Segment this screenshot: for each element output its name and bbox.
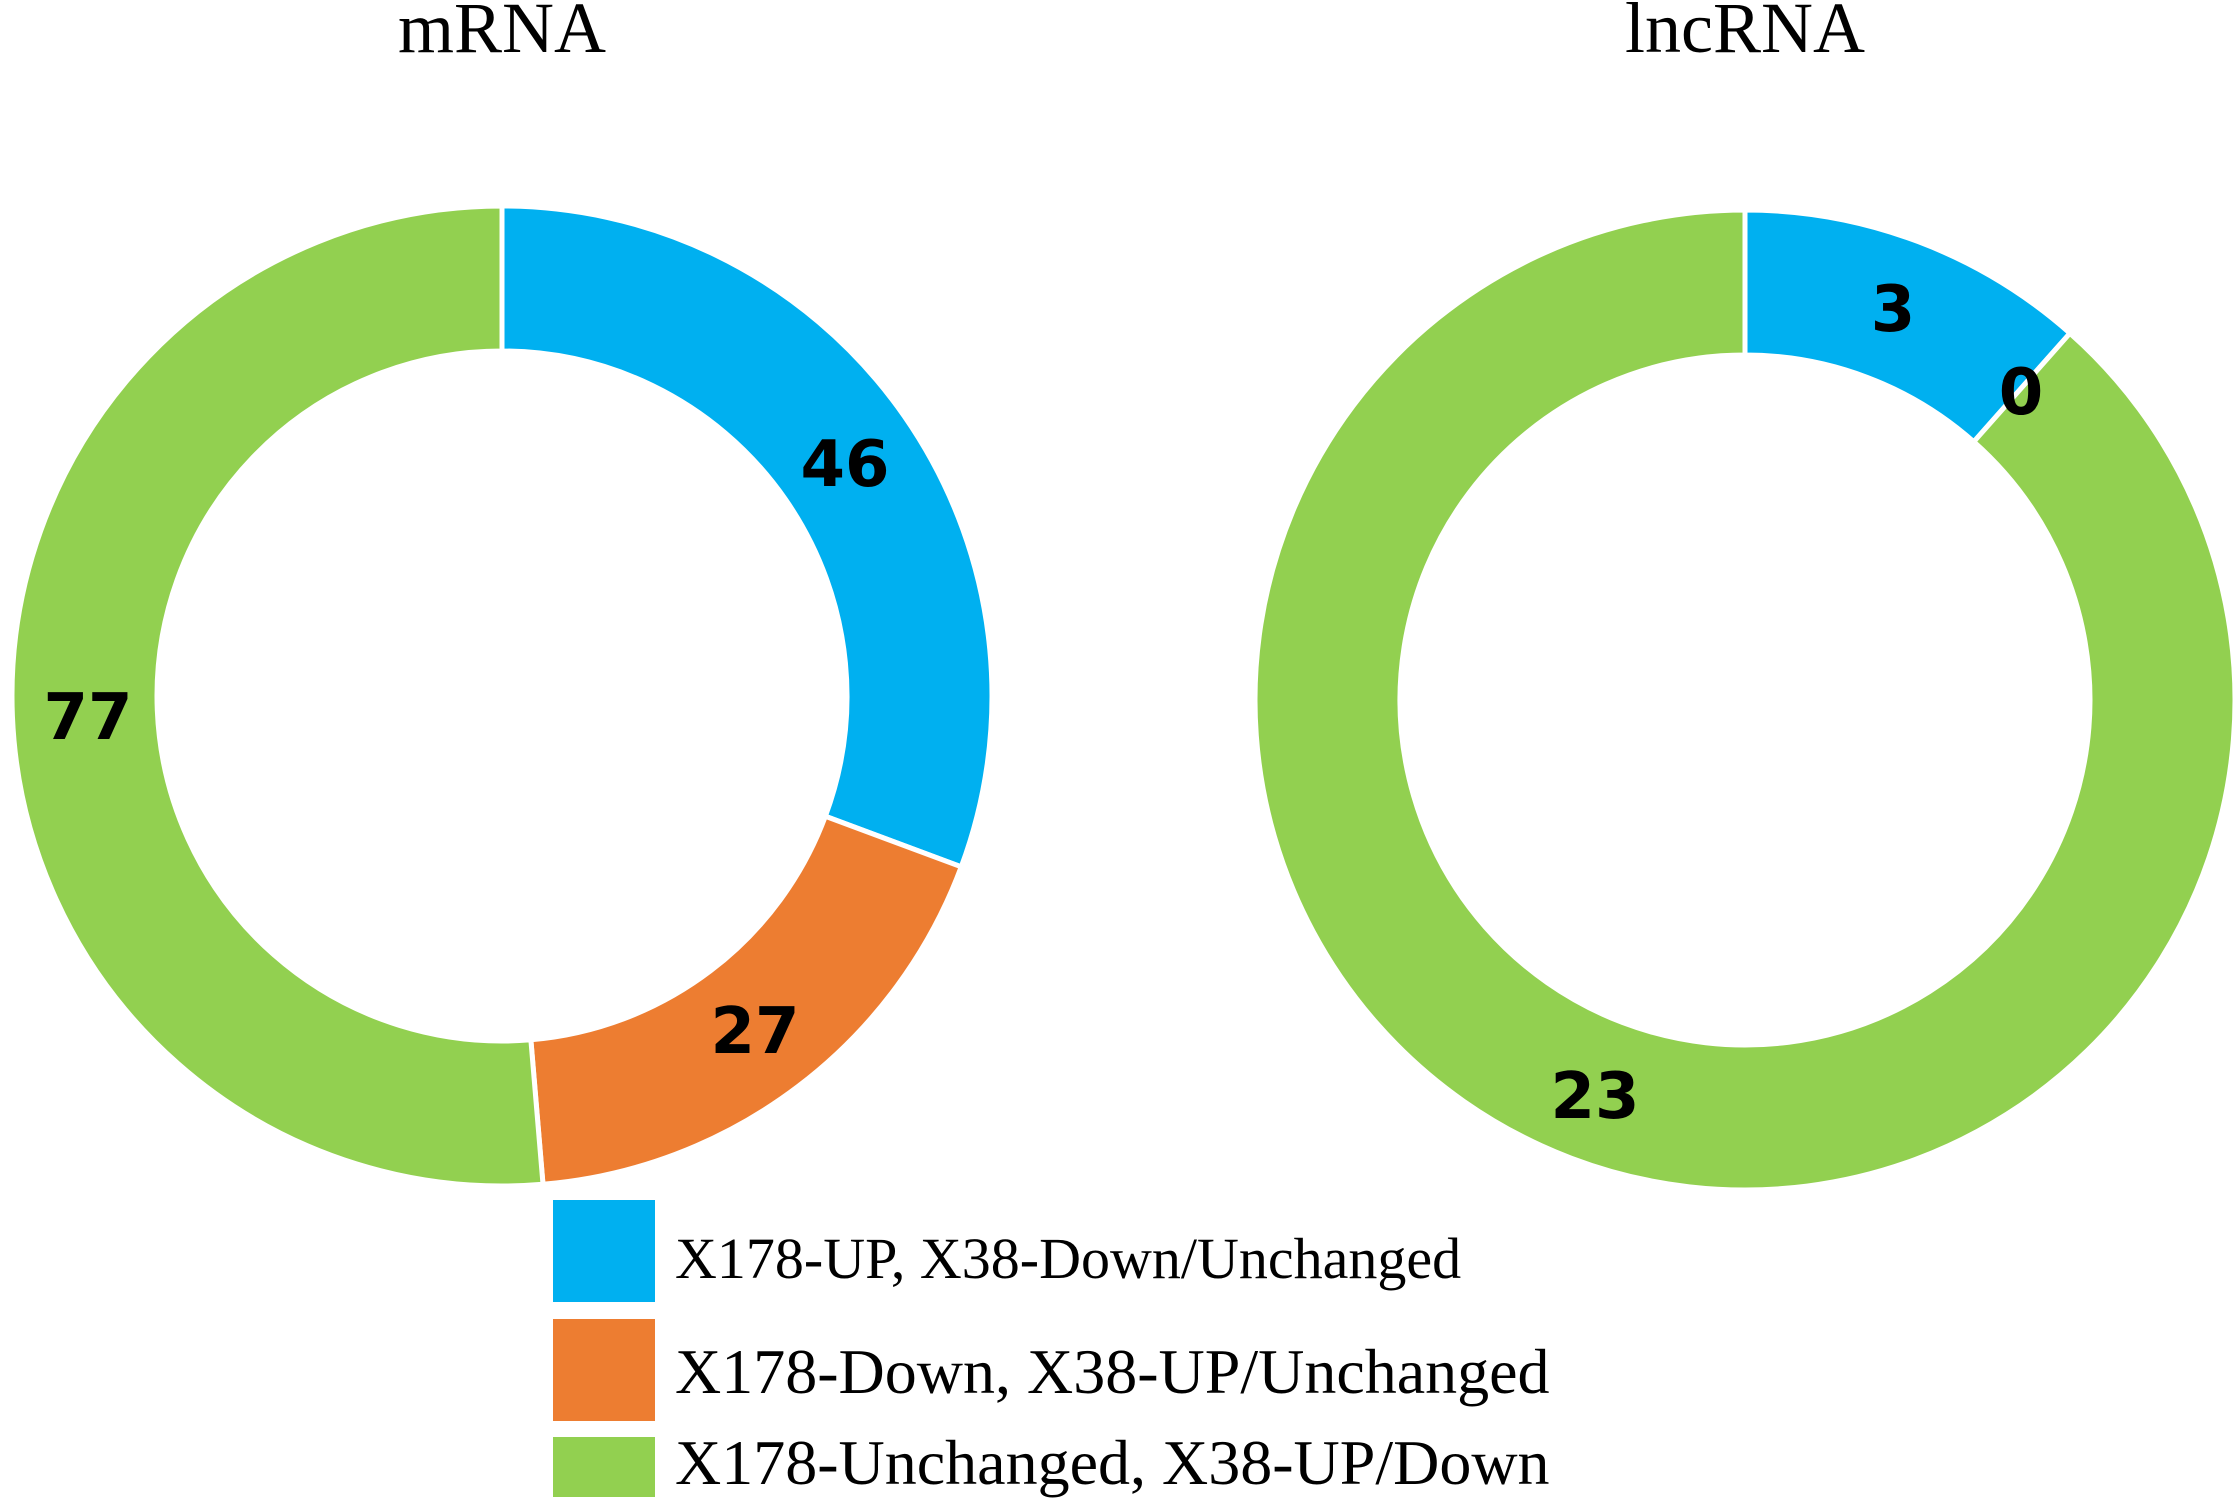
lncrna-data-label-up: 3 bbox=[1871, 273, 1916, 347]
mrna-slice-unchanged bbox=[9, 203, 546, 1189]
legend-swatch-down bbox=[553, 1319, 655, 1421]
lncrna-chart-title: lncRNA bbox=[1625, 0, 1865, 68]
mrna-data-label-down: 27 bbox=[710, 995, 799, 1069]
legend-label-unchanged: X178-Unchanged, X38-UP/Down bbox=[675, 1427, 1550, 1498]
mrna-data-label-up: 46 bbox=[800, 428, 889, 502]
legend: X178-UP, X38-Down/Unchanged X178-Down, X… bbox=[553, 1200, 1550, 1498]
lncrna-data-label-unchanged: 23 bbox=[1550, 1060, 1639, 1134]
legend-swatch-up bbox=[553, 1200, 655, 1302]
lncrna-slice-unchanged bbox=[1252, 207, 2238, 1193]
legend-label-up: X178-UP, X38-Down/Unchanged bbox=[675, 1226, 1461, 1291]
mrna-donut: 46 27 77 bbox=[9, 203, 995, 1189]
mrna-data-label-unchanged: 77 bbox=[43, 681, 132, 755]
mrna-slice-down bbox=[528, 813, 965, 1187]
mrna-chart-title: mRNA bbox=[398, 0, 606, 68]
legend-label-down: X178-Down, X38-UP/Unchanged bbox=[675, 1336, 1550, 1407]
mrna-slice-up bbox=[499, 203, 995, 871]
lncrna-donut: 3 0 23 bbox=[1252, 207, 2238, 1193]
lncrna-data-label-down: 0 bbox=[1999, 356, 2044, 430]
legend-swatch-unchanged bbox=[553, 1437, 655, 1497]
